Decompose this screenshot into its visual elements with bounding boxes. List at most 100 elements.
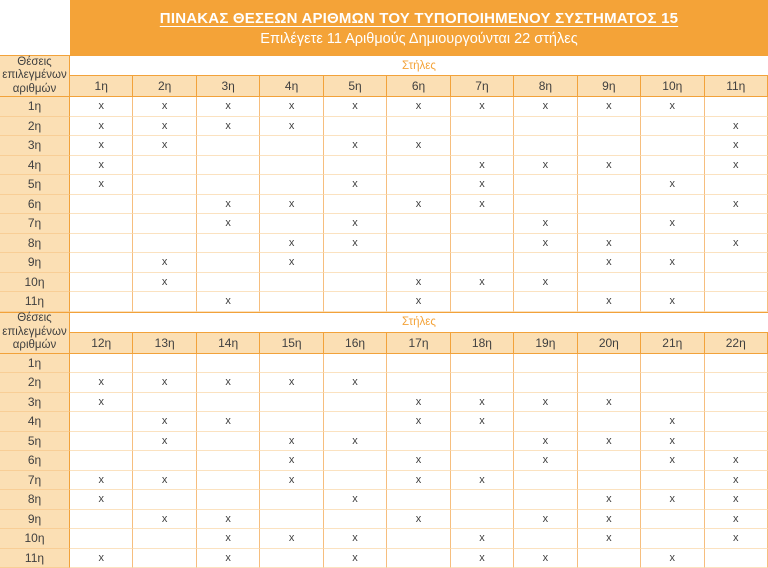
mark-cell-empty	[577, 136, 642, 156]
mark-cell-empty	[196, 451, 261, 471]
mark-cell-x: x	[704, 490, 768, 510]
mark-cell-x: x	[641, 412, 705, 432]
mark-cell-x: x	[387, 136, 451, 156]
column-header-4η: 4η	[260, 76, 324, 97]
mark-cell-empty	[577, 470, 642, 490]
mark-cell-x: x	[70, 155, 134, 175]
row-header-9η: 9η	[0, 253, 70, 273]
mark-cell-empty	[641, 136, 705, 156]
mark-cell-x: x	[323, 529, 388, 549]
mark-cell-empty	[641, 373, 705, 393]
mark-cell-x: x	[577, 490, 642, 510]
mark-cell-x: x	[196, 529, 261, 549]
mark-cell-empty	[323, 451, 388, 471]
mark-cell-empty	[323, 155, 388, 175]
column-header-15η: 15η	[260, 332, 324, 354]
positions-corner-label: Θέσεις επιλεγμένων αριθμών	[0, 311, 70, 354]
mark-cell-empty	[641, 194, 705, 214]
mark-cell-x: x	[450, 175, 515, 195]
mark-cell-empty	[704, 253, 768, 273]
mark-cell-empty	[70, 412, 134, 432]
page-subtitle: Επιλέγετε 11 Αριθμούς Δημιουργούνται 22 …	[260, 31, 578, 47]
mark-cell-empty	[133, 214, 197, 234]
row-header-8η: 8η	[0, 233, 70, 253]
mark-cell-empty	[387, 490, 451, 510]
mark-cell-empty	[704, 392, 768, 412]
mark-cell-empty	[387, 233, 451, 253]
mark-cell-x: x	[577, 233, 642, 253]
mark-cell-x: x	[70, 116, 134, 136]
mark-cell-empty	[450, 490, 515, 510]
column-header-13η: 13η	[133, 332, 197, 354]
mark-cell-empty	[641, 116, 705, 136]
mark-cell-empty	[387, 155, 451, 175]
mark-cell-x: x	[196, 194, 261, 214]
row-header-5η: 5η	[0, 175, 70, 195]
mark-cell-empty	[641, 470, 705, 490]
columns-group-label: Στήλες	[70, 55, 768, 76]
mark-cell-x: x	[641, 451, 705, 471]
mark-cell-empty	[196, 175, 261, 195]
column-header-21η: 21η	[641, 332, 705, 354]
mark-cell-x: x	[323, 431, 388, 451]
mark-cell-x: x	[450, 470, 515, 490]
mark-cell-empty	[577, 175, 642, 195]
mark-cell-x: x	[260, 373, 324, 393]
mark-cell-x: x	[133, 373, 197, 393]
mark-cell-x: x	[260, 194, 324, 214]
mark-cell-empty	[133, 233, 197, 253]
mark-cell-empty	[387, 116, 451, 136]
mark-cell-x: x	[577, 431, 642, 451]
mark-cell-empty	[704, 214, 768, 234]
mark-cell-empty	[260, 292, 324, 312]
mark-cell-empty	[514, 175, 578, 195]
column-header-10η: 10η	[641, 76, 705, 97]
mark-cell-empty	[323, 253, 388, 273]
mark-cell-empty	[260, 412, 324, 432]
mark-cell-empty	[450, 253, 515, 273]
mark-cell-x: x	[323, 175, 388, 195]
mark-cell-empty	[514, 529, 578, 549]
row-header-6η: 6η	[0, 194, 70, 214]
mark-cell-x: x	[514, 392, 578, 412]
mark-cell-empty	[323, 272, 388, 292]
mark-cell-x: x	[323, 233, 388, 253]
column-header-20η: 20η	[577, 332, 642, 354]
mark-cell-empty	[577, 373, 642, 393]
mark-cell-x: x	[577, 392, 642, 412]
mark-cell-x: x	[323, 214, 388, 234]
row-header-11η: 11η	[0, 292, 70, 312]
mark-cell-empty	[260, 272, 324, 292]
mark-cell-x: x	[133, 431, 197, 451]
mark-cell-x: x	[387, 392, 451, 412]
mark-cell-x: x	[260, 470, 324, 490]
mark-cell-empty	[260, 392, 324, 412]
mark-cell-x: x	[450, 155, 515, 175]
mark-cell-empty	[514, 470, 578, 490]
mark-cell-empty	[196, 470, 261, 490]
mark-cell-x: x	[387, 194, 451, 214]
mark-cell-empty	[133, 175, 197, 195]
mark-cell-empty	[514, 292, 578, 312]
mark-cell-x: x	[577, 97, 642, 117]
mark-cell-empty	[704, 272, 768, 292]
mark-cell-x: x	[196, 509, 261, 529]
mark-cell-x: x	[196, 548, 261, 568]
mark-cell-x: x	[70, 490, 134, 510]
mark-cell-x: x	[641, 431, 705, 451]
mark-cell-x: x	[387, 509, 451, 529]
row-header-10η: 10η	[0, 529, 70, 549]
mark-cell-empty	[704, 97, 768, 117]
column-header-2η: 2η	[133, 76, 197, 97]
mark-cell-x: x	[514, 431, 578, 451]
banner-title-area: ΠΙΝΑΚΑΣ ΘΕΣΕΩΝ ΑΡΙΘΜΩΝ ΤΟΥ ΤΥΠΟΠΟΙΗΜΕΝΟΥ…	[70, 0, 768, 55]
mark-cell-empty	[70, 292, 134, 312]
mark-cell-empty	[450, 116, 515, 136]
banner-corner-spacer	[0, 0, 70, 55]
mark-cell-empty	[133, 155, 197, 175]
mark-cell-empty	[70, 272, 134, 292]
mark-cell-x: x	[260, 431, 324, 451]
mark-cell-empty	[260, 136, 324, 156]
row-header-10η: 10η	[0, 272, 70, 292]
mark-cell-x: x	[70, 175, 134, 195]
